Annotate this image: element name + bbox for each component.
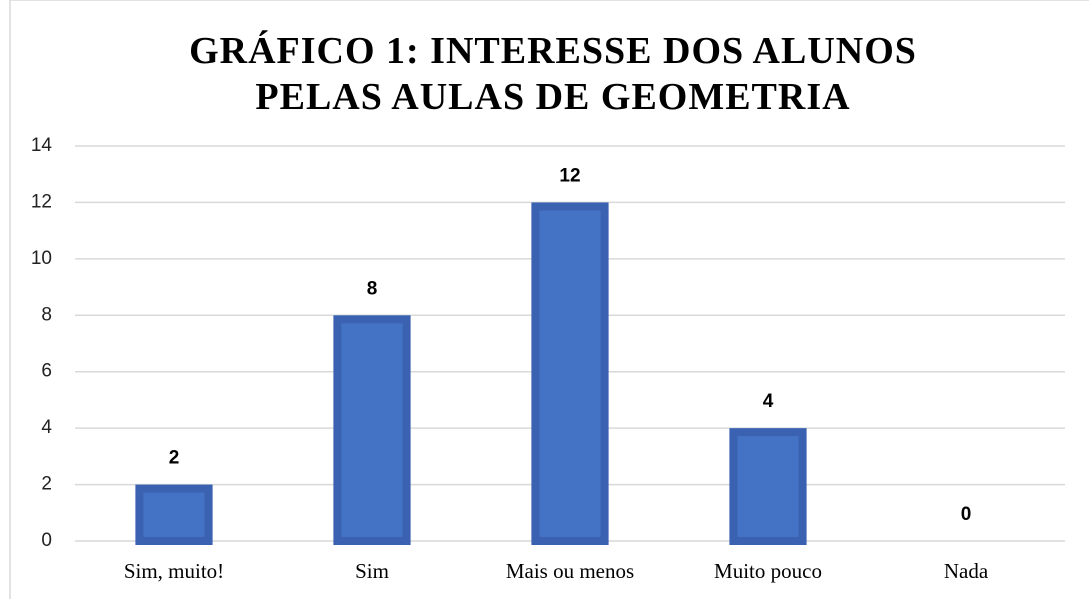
x-tick-label: Muito pouco: [714, 559, 822, 583]
y-tick-label: 12: [31, 191, 52, 212]
y-tick-label: 14: [31, 135, 53, 156]
data-label: 8: [367, 278, 378, 299]
y-tick-label: 2: [41, 474, 52, 495]
data-label: 2: [169, 448, 180, 469]
y-tick-label: 8: [41, 304, 52, 325]
chart-border: [9, 0, 1089, 599]
data-label: 12: [559, 165, 580, 186]
bar: [531, 202, 609, 546]
y-tick-label: 4: [41, 417, 52, 438]
y-tick-label: 0: [41, 530, 52, 551]
data-label: 4: [763, 391, 774, 412]
data-label: 0: [961, 504, 972, 525]
y-tick-label: 6: [41, 361, 52, 382]
bar: [333, 315, 411, 545]
chart-title: GRÁFICO 1: INTERESSE DOS ALUNOS PELAS AU…: [189, 30, 917, 118]
x-tick-label: Mais ou menos: [506, 559, 634, 583]
y-tick-label: 10: [31, 248, 52, 269]
x-tick-label: Sim: [355, 559, 389, 583]
bar: [729, 428, 807, 545]
x-tick-label: Sim, muito!: [124, 559, 224, 583]
bar: [135, 484, 213, 546]
x-tick-label: Nada: [944, 559, 989, 583]
